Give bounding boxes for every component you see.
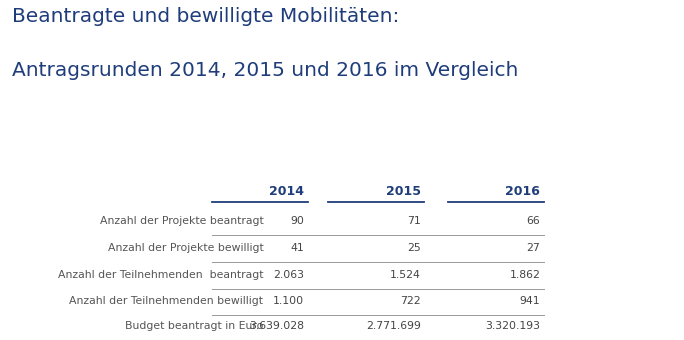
Text: Anzahl der Projekte bewilligt: Anzahl der Projekte bewilligt [107, 243, 263, 253]
Text: 71: 71 [407, 216, 421, 226]
Text: Antragsrunden 2014, 2015 und 2016 im Vergleich: Antragsrunden 2014, 2015 und 2016 im Ver… [12, 61, 518, 80]
Text: Beantragte und bewilligte Mobilitäten:: Beantragte und bewilligte Mobilitäten: [12, 7, 399, 26]
Text: 2.063: 2.063 [274, 270, 304, 280]
Text: Anzahl der Projekte beantragt: Anzahl der Projekte beantragt [100, 216, 263, 226]
Text: 66: 66 [527, 216, 540, 226]
Text: 90: 90 [291, 216, 304, 226]
Text: 3.639.028: 3.639.028 [250, 321, 304, 331]
Text: Budget beantragt in Euro: Budget beantragt in Euro [125, 321, 263, 331]
Text: 1.100: 1.100 [273, 296, 304, 306]
Text: 41: 41 [291, 243, 304, 253]
Text: 2015: 2015 [386, 185, 421, 198]
Text: 27: 27 [527, 243, 540, 253]
Text: 2.771.699: 2.771.699 [366, 321, 421, 331]
Text: 3.320.193: 3.320.193 [486, 321, 540, 331]
Text: Anzahl der Teilnehmenden bewilligt: Anzahl der Teilnehmenden bewilligt [69, 296, 263, 306]
Text: 722: 722 [400, 296, 421, 306]
Text: 1.862: 1.862 [510, 270, 540, 280]
Text: 2016: 2016 [505, 185, 540, 198]
Text: 2014: 2014 [269, 185, 304, 198]
Text: Anzahl der Teilnehmenden  beantragt: Anzahl der Teilnehmenden beantragt [58, 270, 263, 280]
Text: 941: 941 [520, 296, 540, 306]
Text: 1.524: 1.524 [390, 270, 421, 280]
Text: 25: 25 [407, 243, 421, 253]
